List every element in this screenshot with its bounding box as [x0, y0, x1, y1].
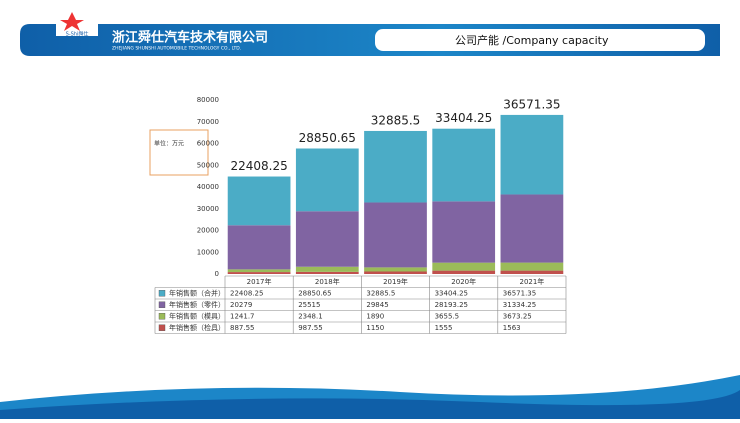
legend-swatch: [158, 313, 166, 320]
bar-total-label: 28850.65: [299, 131, 356, 145]
y-tick-label: 60000: [197, 140, 219, 148]
section-box: [375, 29, 705, 51]
bar-segment: [227, 269, 291, 273]
y-tick-label: 10000: [197, 248, 219, 256]
bar-segment: [432, 128, 496, 202]
x-tick-label: 2017年: [247, 277, 272, 286]
bar-segment: [227, 225, 291, 270]
table-value: 1241.7: [230, 312, 255, 320]
legend-swatch: [158, 290, 166, 297]
bar-segment: [500, 194, 564, 263]
bar-segment: [432, 201, 496, 263]
legend-label: 年销售额（合并）: [169, 288, 225, 297]
table-value: 22408.25: [230, 289, 263, 297]
legend-label: 年销售额（检具）: [169, 323, 225, 332]
bar-total-label: 32885.5: [371, 113, 421, 127]
bar-total-label: 22408.25: [230, 159, 287, 173]
table-value: 32885.5: [366, 289, 395, 297]
bar-segment: [227, 176, 291, 226]
footer-wave: [0, 390, 740, 419]
table-value: 31334.25: [503, 301, 536, 309]
table-value: 987.55: [298, 324, 323, 332]
y-tick-label: 70000: [197, 118, 219, 126]
x-tick-label: 2021年: [519, 277, 544, 286]
bar-segment: [500, 262, 564, 271]
table-value: 1890: [366, 312, 384, 320]
legend-swatch: [158, 324, 166, 331]
bar-segment: [364, 267, 427, 272]
y-tick-label: 40000: [197, 183, 219, 191]
bar-segment: [295, 266, 359, 272]
table-value: 33404.25: [435, 289, 468, 297]
table-value: 1555: [435, 324, 453, 332]
bar-total-label: 33404.25: [435, 111, 492, 125]
table-value: 1150: [366, 324, 384, 332]
table-value: 36571.35: [503, 289, 536, 297]
company-name: 浙江舜仕汽车技术有限公司: [112, 30, 268, 46]
table-value: 29845: [366, 301, 388, 309]
y-tick-label: 50000: [197, 161, 219, 169]
table-value: 20279: [230, 301, 252, 309]
bar-segment: [227, 272, 291, 274]
company-name-en: ZHEJIANG SHUNSHI AUTOMOBILE TECHNOLOGY C…: [112, 46, 241, 52]
x-tick-label: 2020年: [451, 277, 476, 286]
bar-segment: [500, 114, 564, 195]
bar-segment: [295, 271, 359, 274]
table-value: 28850.65: [298, 289, 331, 297]
bar-segment: [364, 130, 427, 203]
y-tick-label: 20000: [197, 227, 219, 235]
bar-total-label: 36571.35: [503, 97, 560, 111]
legend-swatch: [158, 301, 166, 308]
unit-label: 单位：万元: [154, 140, 184, 148]
y-tick-label: 80000: [197, 96, 219, 104]
logo-icon: [60, 12, 84, 31]
y-tick-label: 0: [215, 270, 219, 278]
chart: 0 10000 20000 30000 40000 50000 60000 70000 8000…: [154, 96, 567, 334]
x-tick-label: 2019年: [383, 277, 408, 286]
unit-box: [149, 129, 209, 176]
legend-label: 年销售额（零件）: [169, 300, 225, 309]
bar-segment: [432, 270, 496, 274]
x-tick-label: 2018年: [315, 277, 340, 286]
table-value: 887.55: [230, 324, 255, 332]
table-value: 2348.1: [298, 312, 323, 320]
bar-segment: [295, 211, 359, 267]
bar-segment: [295, 148, 359, 212]
section-title: 公司产能 /Company capacity: [455, 33, 609, 47]
table-value: 28193.25: [435, 301, 468, 309]
logo-text: S-Shi舜仕: [66, 31, 89, 38]
bar-segment: [364, 271, 427, 274]
table-value: 1563: [503, 324, 521, 332]
bar-segment: [432, 262, 496, 271]
table-value: 25515: [298, 301, 320, 309]
bar-segment: [500, 270, 564, 274]
table-value: 3655.5: [435, 312, 460, 320]
legend-label: 年销售额（模具）: [169, 311, 225, 320]
bar-segment: [364, 202, 427, 268]
y-tick-label: 30000: [197, 205, 219, 213]
table-value: 3673.25: [503, 312, 532, 320]
